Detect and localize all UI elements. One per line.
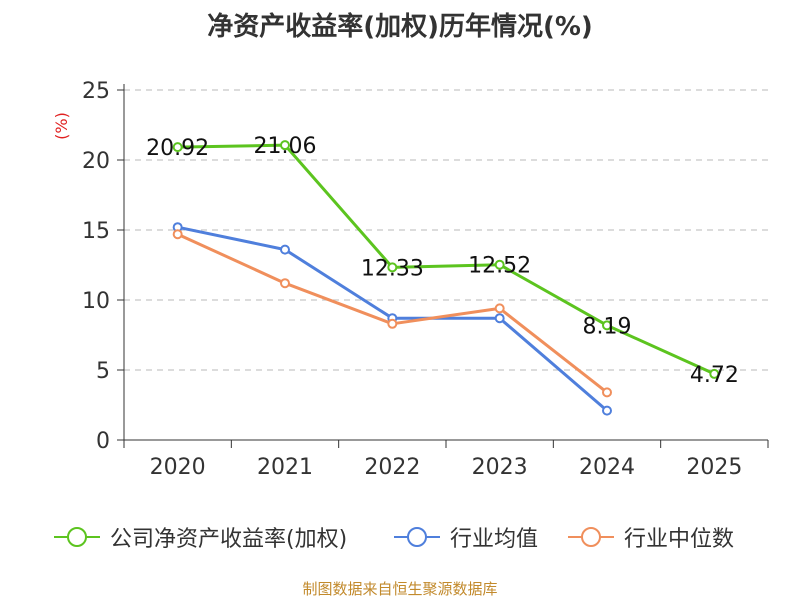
data-label: 12.52 (468, 254, 531, 279)
footer-source: 制图数据来自恒生聚源数据库 (302, 580, 498, 598)
x-tick-label: 2024 (579, 455, 635, 480)
legend-item-company[interactable]: 公司净资产收益率(加权) (52, 520, 347, 554)
y-tick-label: 5 (96, 359, 110, 384)
legend: 公司净资产收益率(加权) 行业均值 行业中位数 (0, 520, 800, 554)
data-label: 21.06 (254, 134, 317, 159)
data-point-industry_avg (494, 313, 505, 324)
y-tick-label: 0 (96, 429, 110, 454)
x-tick-label: 2021 (257, 455, 313, 480)
data-point-industry_avg (602, 405, 612, 416)
data-point-industry_median (280, 278, 290, 289)
x-tick-label: 2022 (364, 455, 420, 480)
legend-item-industry-median[interactable]: 行业中位数 (566, 520, 734, 554)
data-label: 20.92 (146, 136, 209, 161)
data-point-company (709, 368, 720, 379)
series-line-company (177, 143, 715, 376)
legend-item-industry-avg[interactable]: 行业均值 (392, 520, 538, 554)
data-point-industry_median (494, 303, 505, 314)
chart-title: 净资产收益率(加权)历年情况(%) (207, 12, 593, 42)
data-point-company (280, 140, 290, 151)
legend-label-company: 公司净资产收益率(加权) (110, 527, 348, 552)
data-label: 12.33 (361, 256, 424, 281)
legend-marker-industry-median (568, 527, 614, 547)
data-point-company (387, 262, 398, 273)
x-tick-label: 2025 (686, 455, 742, 480)
data-point-industry_median (602, 387, 612, 398)
data-label: 8.19 (583, 314, 632, 339)
data-point-company (494, 259, 505, 270)
y-tick-label: 20 (82, 149, 110, 174)
legend-marker-company (54, 527, 100, 547)
x-tick-label: 2020 (150, 455, 206, 480)
data-point-company (602, 320, 612, 331)
data-point-industry_median (172, 229, 183, 240)
legend-label-industry-median: 行业中位数 (624, 527, 735, 552)
data-point-company (172, 142, 183, 153)
y-tick-label: 10 (82, 289, 110, 314)
x-tick-label: 2023 (472, 455, 528, 480)
y-axis-label: (%) (52, 112, 71, 140)
y-tick-label: 15 (82, 219, 110, 244)
data-point-industry_avg (280, 244, 290, 255)
data-label: 4.72 (690, 363, 739, 388)
data-point-industry_median (387, 318, 398, 329)
legend-marker-industry-avg (394, 527, 440, 547)
y-tick-label: 25 (82, 79, 110, 104)
legend-label-industry-avg: 行业均值 (450, 527, 539, 552)
